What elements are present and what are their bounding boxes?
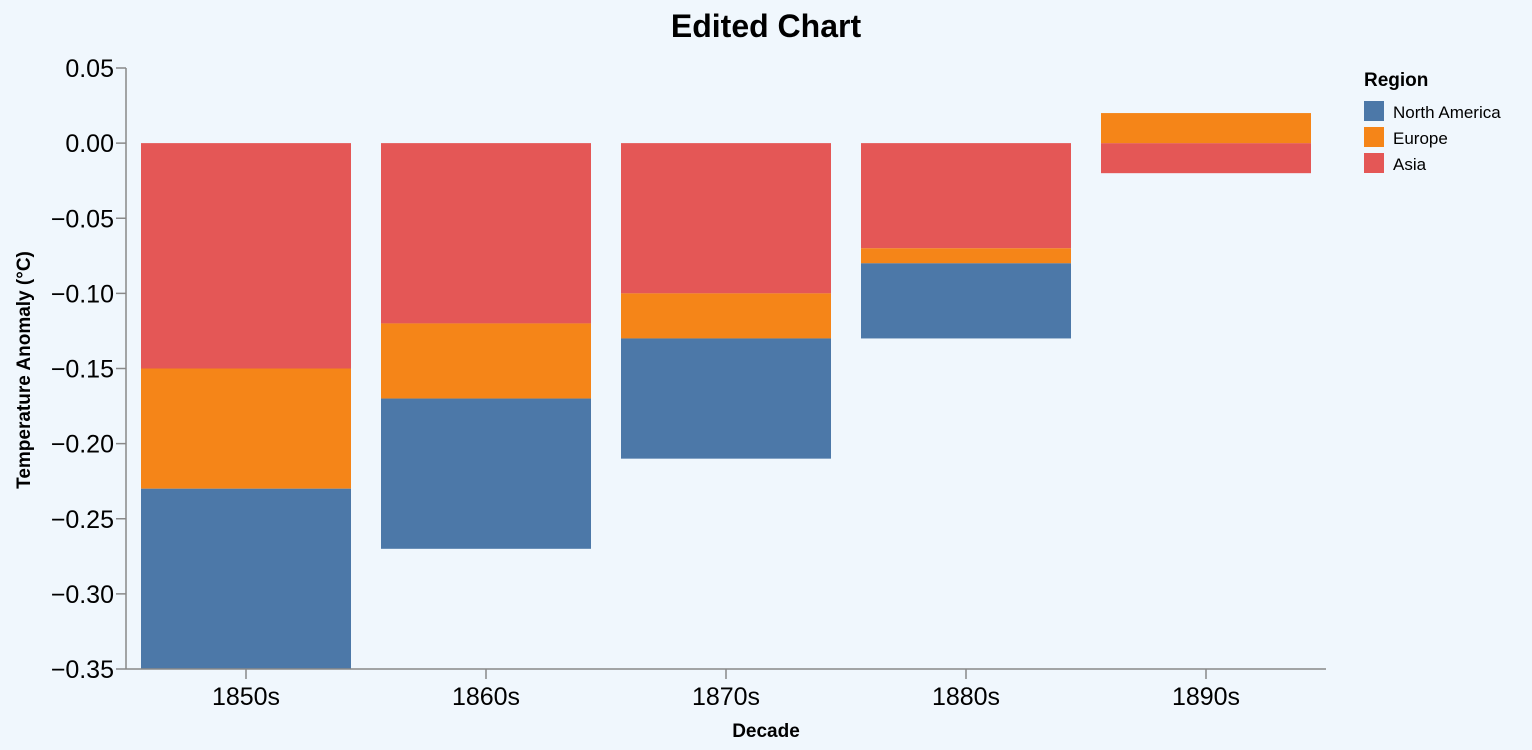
y-tick-label: 0.05 (65, 55, 114, 83)
legend-label-north-america: North America (1393, 103, 1501, 122)
y-tick-label: 0.00 (65, 130, 114, 158)
legend-label-asia: Asia (1393, 155, 1427, 174)
bar-north-america-1880s (861, 263, 1071, 339)
bar-asia-1890s (1101, 143, 1311, 174)
bar-asia-1850s (141, 143, 351, 369)
bar-north-america-1860s (381, 398, 591, 549)
bar-asia-1860s (381, 143, 591, 324)
bar-europe-1880s (861, 248, 1071, 264)
y-tick-label: −0.30 (51, 581, 114, 609)
bar-asia-1880s (861, 143, 1071, 249)
legend: Region North America Europe Asia (1364, 70, 1501, 174)
x-tick-label: 1880s (932, 683, 1000, 711)
y-tick-label: −0.25 (51, 506, 114, 534)
y-axis: 0.05 0.00 −0.05 −0.10 −0.15 −0.20 −0.25 −0.30 −0… (51, 55, 127, 684)
bar-north-america-1870s (621, 338, 831, 459)
y-axis-title: Temperature Anomaly (°C) (14, 251, 35, 489)
bar-north-america-1850s (141, 488, 351, 669)
y-tick-label: −0.10 (51, 280, 114, 308)
x-tick-label: 1850s (212, 683, 280, 711)
legend-title: Region (1364, 70, 1428, 91)
bar-europe-1890s (1101, 113, 1311, 144)
bar-asia-1870s (621, 143, 831, 294)
y-tick-label: −0.15 (51, 356, 114, 384)
bar-europe-1860s (381, 323, 591, 399)
legend-label-europe: Europe (1393, 129, 1448, 148)
y-tick-label: −0.20 (51, 431, 114, 459)
chart-title: Edited Chart (671, 8, 862, 44)
x-tick-label: 1890s (1172, 683, 1240, 711)
bar-europe-1850s (141, 368, 351, 489)
legend-swatch-asia (1364, 153, 1384, 173)
y-tick-label: −0.05 (51, 205, 114, 233)
legend-swatch-north-america (1364, 101, 1384, 121)
legend-swatch-europe (1364, 127, 1384, 147)
plot-area (141, 113, 1311, 669)
x-axis-title: Decade (732, 721, 800, 742)
x-tick-label: 1860s (452, 683, 520, 711)
bar-europe-1870s (621, 293, 831, 339)
y-tick-label: −0.35 (51, 656, 114, 684)
x-tick-label: 1870s (692, 683, 760, 711)
x-axis: 1850s 1860s 1870s 1880s 1890s (126, 668, 1326, 711)
